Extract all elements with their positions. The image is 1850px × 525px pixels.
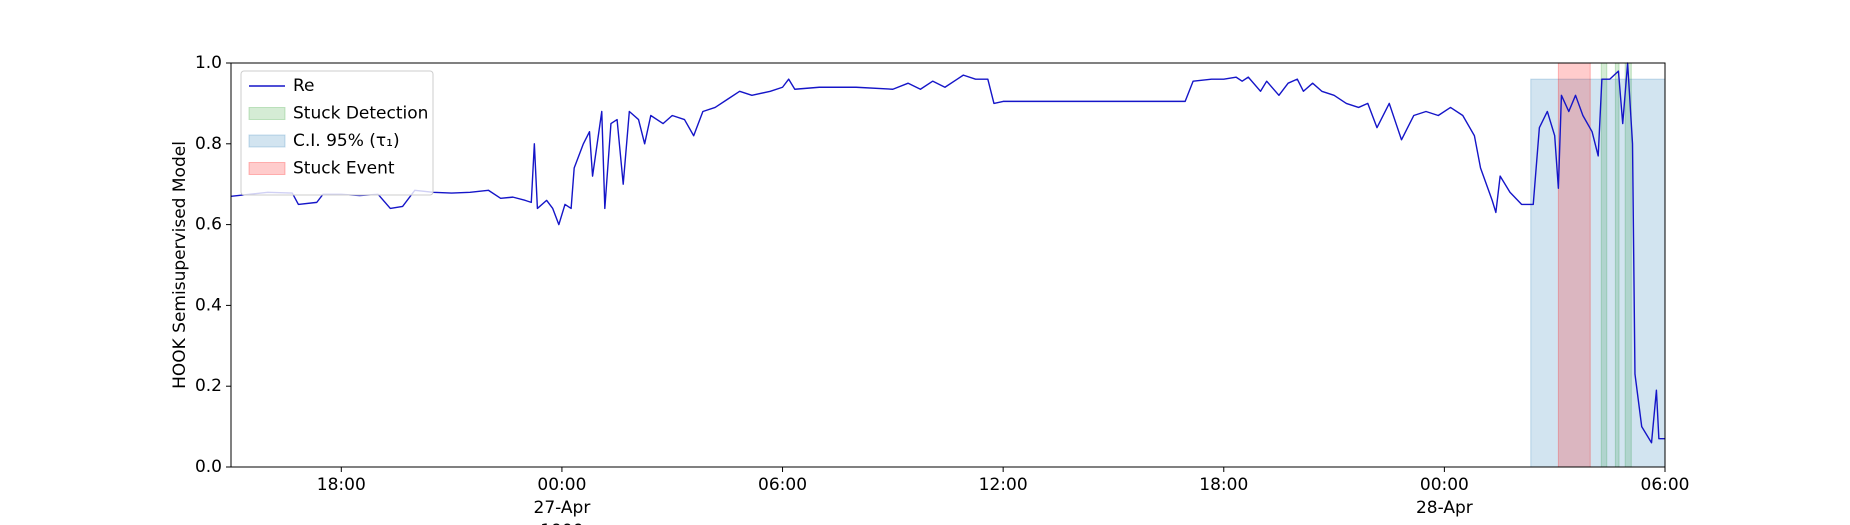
- y-tick-label: 0.4: [195, 295, 222, 315]
- x-tick-label: 00:00: [1420, 475, 1469, 495]
- x-tick-label: 06:00: [1641, 475, 1690, 495]
- x-tick-label: 18:00: [1199, 475, 1248, 495]
- legend-label: Stuck Detection: [293, 104, 428, 124]
- line: [230, 62, 1665, 444]
- legend-label: Re: [293, 76, 315, 96]
- x-tick-label: 1900: [540, 521, 583, 525]
- x-tick-label: 00:00: [537, 475, 586, 495]
- x-tick-label: 06:00: [758, 475, 807, 495]
- y-tick-label: 1.0: [195, 53, 222, 73]
- x-tick-label: 27-Apr: [534, 498, 591, 518]
- y-tick-label: 0.6: [195, 215, 222, 235]
- x-tick-label: 12:00: [979, 475, 1028, 495]
- legend-label: C.I. 95% (τ₁): [293, 131, 400, 151]
- y-axis-label: HOOK Semisupervised Model: [170, 141, 190, 389]
- y-tick-label: 0.8: [195, 134, 222, 154]
- y-tick-label: 0.2: [195, 376, 222, 396]
- y-tick-label: 0.0: [195, 457, 222, 477]
- legend-patch: [248, 107, 286, 120]
- legend-box: [240, 70, 434, 196]
- legend-patch: [248, 134, 286, 148]
- x-tick-label: 28-Apr: [1416, 498, 1473, 518]
- span: [1530, 78, 1666, 468]
- legend-label: Stuck Event: [293, 159, 395, 179]
- x-tick-label: 18:00: [317, 475, 366, 495]
- plot-frame: [230, 62, 1666, 468]
- legend-patch: [248, 162, 286, 175]
- span: [1557, 62, 1591, 468]
